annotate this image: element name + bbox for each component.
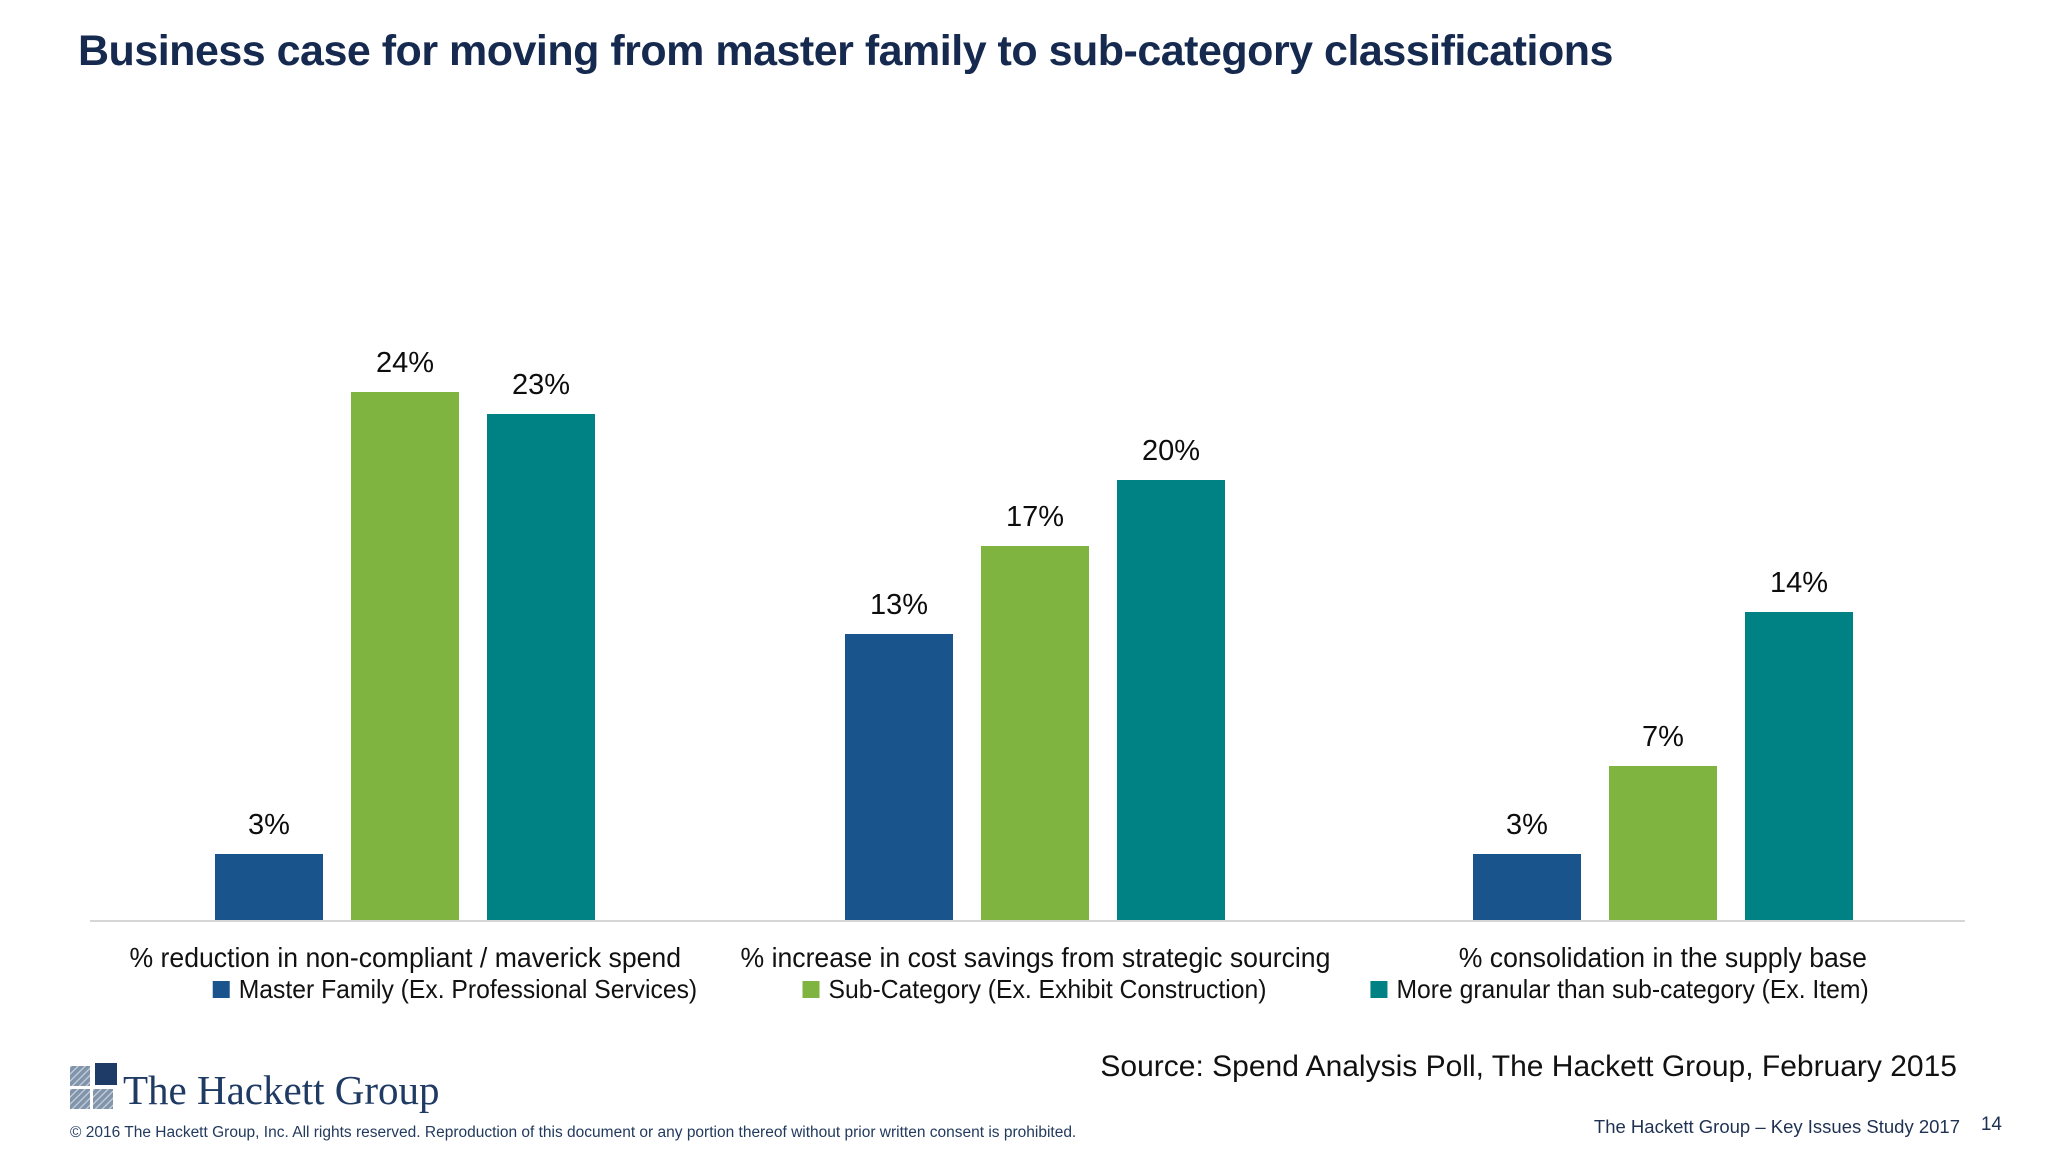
bar	[1473, 854, 1581, 920]
bar-value-label: 20%	[1141, 435, 1201, 467]
bar	[1609, 766, 1717, 920]
bar-value-label: 7%	[1642, 721, 1684, 753]
report-title: The Hackett Group – Key Issues Study 201…	[1593, 1116, 1960, 1137]
legend-item: Sub-Category (Ex. Exhibit Construction)	[802, 974, 1290, 1005]
legend-item: More granular than sub-category (Ex. Ite…	[1370, 974, 1893, 1005]
legend-label: Sub-Category (Ex. Exhibit Construction)	[828, 974, 1267, 1004]
hackett-logo-icon	[70, 1063, 117, 1110]
legend-label: More granular than sub-category (Ex. Ite…	[1396, 974, 1869, 1004]
category-label-text: % increase in cost savings from strategi…	[740, 942, 1330, 973]
legend-swatch	[212, 981, 230, 998]
legend-swatch	[1370, 981, 1388, 998]
bar	[1117, 480, 1225, 920]
hackett-group-logo: The Hackett Group	[70, 1063, 440, 1113]
bar-group: 3% 7% 14%	[1473, 370, 1853, 920]
bar-value-label: 24%	[375, 347, 435, 379]
bar	[215, 854, 323, 920]
bar-wrap: 3%	[215, 809, 323, 920]
bar	[1745, 612, 1853, 920]
bar-wrap: 3%	[1473, 809, 1581, 920]
legend-label: Master Family (Ex. Professional Services…	[238, 974, 698, 1004]
plot-area: 3% 24% 23% 13% 17% 20% 3% 7% 14%	[90, 347, 1965, 922]
bar-group: 13% 17% 20%	[845, 370, 1225, 920]
bar	[351, 392, 459, 920]
bar-wrap: 17%	[981, 501, 1089, 920]
bar-value-label: 17%	[1005, 501, 1065, 533]
category-label: % reduction in non-compliant / maverick …	[0, 942, 855, 974]
bar-wrap: 20%	[1117, 435, 1225, 920]
source-note: Source: Spend Analysis Poll, The Hackett…	[1100, 1050, 1957, 1083]
bar-wrap: 7%	[1609, 721, 1717, 920]
copyright-notice: © 2016 The Hackett Group, Inc. All right…	[70, 1124, 1077, 1141]
bar-value-label: 23%	[511, 369, 571, 401]
bar-wrap: 13%	[845, 589, 953, 920]
bar-wrap: 14%	[1745, 567, 1853, 920]
logo-wordmark: The Hackett Group	[123, 1066, 440, 1113]
bar-value-label: 3%	[1506, 809, 1548, 841]
bar	[981, 546, 1089, 920]
bar-wrap: 24%	[351, 347, 459, 920]
category-label: % increase in cost savings from strategi…	[585, 942, 1485, 974]
page-number: 14	[1980, 1114, 2002, 1135]
category-label-text: % consolidation in the supply base	[1458, 942, 1868, 973]
bar-value-label: 3%	[248, 809, 290, 841]
bar	[487, 414, 595, 920]
legend-swatch	[802, 981, 820, 998]
bar	[845, 634, 953, 920]
bar-value-label: 13%	[869, 589, 929, 621]
logo-square	[93, 1089, 113, 1109]
logo-square	[70, 1089, 90, 1109]
logo-square-dark	[95, 1063, 117, 1085]
category-label: % consolidation in the supply base	[1213, 942, 2048, 974]
legend-item: Master Family (Ex. Professional Services…	[212, 974, 722, 1005]
logo-square	[70, 1066, 90, 1086]
bar-wrap: 23%	[487, 369, 595, 920]
category-label-text: % reduction in non-compliant / maverick …	[129, 942, 681, 973]
bar-group: 3% 24% 23%	[215, 347, 595, 920]
bar-value-label: 14%	[1769, 567, 1829, 599]
slide-title: Business case for moving from master fam…	[78, 27, 1613, 75]
